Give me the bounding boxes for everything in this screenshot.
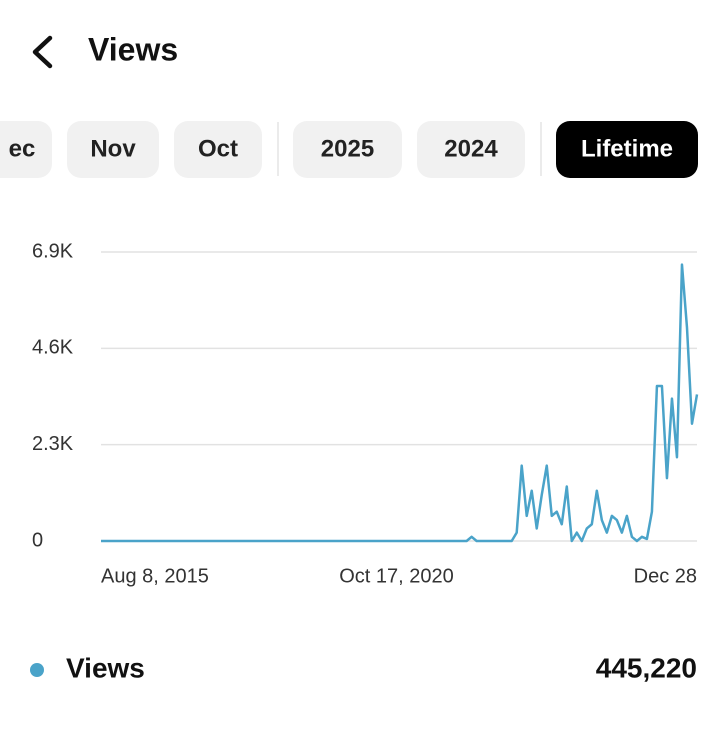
chip-label: 2025 <box>321 135 374 162</box>
chip-background <box>556 121 698 178</box>
filter-chip[interactable]: Oct <box>174 121 262 178</box>
filter-chip[interactable]: Lifetime <box>556 121 698 178</box>
chip-label: ec <box>9 135 36 162</box>
y-tick-label: 4.6K <box>32 337 74 359</box>
chip-label: Nov <box>90 135 136 162</box>
back-button[interactable] <box>32 35 53 69</box>
chip-background <box>0 121 52 178</box>
total-value: 445,220 <box>596 652 697 683</box>
data-line <box>101 263 699 543</box>
x-tick-label: Aug 8, 2015 <box>101 565 209 587</box>
page-title: Views <box>88 31 178 67</box>
filter-chip[interactable]: 2025 <box>293 121 402 178</box>
legend-label: Views <box>66 652 145 683</box>
filter-chip[interactable]: ec <box>0 121 52 178</box>
legend-dot <box>30 663 44 677</box>
chip-label: Lifetime <box>581 135 673 162</box>
chip-background <box>174 121 262 178</box>
y-tick-label: 2.3K <box>32 433 74 455</box>
x-tick-label: Oct 17, 2020 <box>339 565 454 587</box>
filter-chip[interactable]: Nov <box>67 121 159 178</box>
chip-background <box>293 121 402 178</box>
chip-background <box>67 121 159 178</box>
x-tick-label: Dec 28 <box>634 565 697 587</box>
chip-background <box>417 121 525 178</box>
y-tick-label: 0 <box>32 529 43 551</box>
filter-chip[interactable]: 2024 <box>417 121 525 178</box>
chip-label: 2024 <box>444 135 498 162</box>
y-tick-label: 6.9K <box>32 240 74 262</box>
chip-label: Oct <box>198 135 238 162</box>
